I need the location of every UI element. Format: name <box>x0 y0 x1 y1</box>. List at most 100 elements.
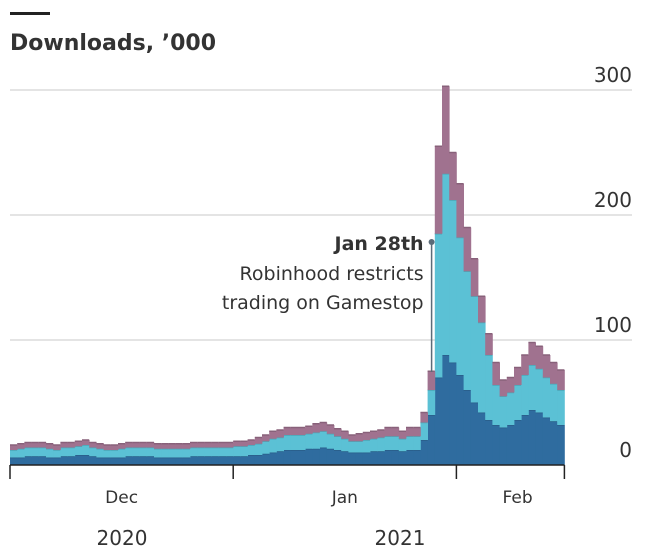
area-segment <box>67 447 76 457</box>
x-tick-label: Jan <box>331 488 358 508</box>
area-segment <box>269 438 277 453</box>
annotation-title: Jan 28th <box>333 233 424 255</box>
area-segment <box>413 450 421 465</box>
area-segment <box>514 367 522 385</box>
chart-title: Downloads, ’000 <box>10 31 216 56</box>
area-segment <box>38 442 47 448</box>
area-segment <box>449 152 457 200</box>
area-segment <box>53 445 61 450</box>
area-segment <box>326 448 335 465</box>
title-rule <box>10 12 50 15</box>
area-segment <box>528 342 536 365</box>
area-segment <box>528 365 536 410</box>
area-segment <box>46 443 54 449</box>
area-segment <box>492 385 500 425</box>
area-segment <box>182 448 191 458</box>
area-segment <box>557 390 565 425</box>
area-segment <box>334 428 342 437</box>
area-segment <box>31 456 40 465</box>
area-segment <box>427 415 436 465</box>
area-segment <box>31 447 40 457</box>
area-segment <box>305 433 313 449</box>
area-segment <box>103 450 112 458</box>
area-segment <box>82 440 90 445</box>
area-segment <box>456 183 464 238</box>
area-segment <box>154 443 162 449</box>
year-label: 2021 <box>375 526 426 550</box>
area-segment <box>226 456 234 465</box>
area-segment <box>557 425 565 465</box>
area-segment <box>24 442 32 448</box>
area-segment <box>370 431 378 439</box>
area-segment <box>514 420 522 465</box>
area-segment <box>146 447 155 457</box>
area-segment <box>334 450 342 465</box>
area-segment <box>485 333 493 355</box>
area-segment <box>168 443 176 449</box>
area-segment <box>355 433 364 442</box>
area-segment <box>254 443 263 455</box>
area-segment <box>154 448 162 458</box>
area-segment <box>420 440 428 465</box>
area-segment <box>413 436 421 450</box>
area-segment <box>290 450 299 465</box>
x-tick-label: Feb <box>503 488 533 508</box>
area-segment <box>283 427 292 435</box>
area-segment <box>204 442 212 448</box>
area-segment <box>334 436 342 450</box>
area-segment <box>442 86 450 174</box>
area-segment <box>521 375 529 415</box>
area-segment <box>24 456 32 465</box>
area-segment <box>442 355 450 465</box>
area-segment <box>82 445 90 455</box>
area-segment <box>499 427 508 465</box>
area-segment <box>125 442 133 448</box>
y-tick-label: 200 <box>594 188 632 212</box>
area-segment <box>204 456 212 465</box>
area-segment <box>499 396 508 428</box>
area-segment <box>470 258 479 297</box>
area-segment <box>175 443 184 449</box>
area-segment <box>550 383 558 422</box>
area-segment <box>233 441 241 447</box>
area-segment <box>377 451 385 465</box>
area-segment <box>478 296 486 323</box>
area-segment <box>470 296 479 403</box>
area-segment <box>341 431 349 439</box>
area-segment <box>319 422 328 432</box>
area-segment <box>470 402 479 465</box>
area-segment <box>139 442 148 448</box>
area-segment <box>492 362 500 385</box>
area-segment <box>211 442 220 448</box>
area-segment <box>305 426 313 434</box>
area-segment <box>355 452 364 465</box>
area-segment <box>197 456 205 465</box>
area-segment <box>391 436 400 450</box>
area-segment <box>434 146 443 234</box>
area-segment <box>197 447 205 457</box>
area-segment <box>67 456 76 465</box>
area-segment <box>17 443 25 449</box>
area-segment <box>341 438 349 452</box>
area-segment <box>312 432 320 449</box>
area-segment <box>46 448 54 458</box>
y-tick-label: 100 <box>594 313 632 337</box>
area-segment <box>67 442 76 448</box>
area-segment <box>348 452 356 465</box>
annotation-text: trading on Gamestop <box>222 292 424 314</box>
area-segment <box>370 451 378 465</box>
area-segment <box>377 437 385 452</box>
area-segment <box>254 455 263 465</box>
area-segment <box>312 423 320 433</box>
area-segment <box>521 415 529 465</box>
annotation-text: Robinhood restricts <box>240 263 424 285</box>
area-segment <box>298 435 306 450</box>
area-segment <box>125 456 133 465</box>
area-segment <box>110 450 119 458</box>
area-segment <box>118 457 126 465</box>
area-segment <box>456 375 464 465</box>
area-segment <box>17 448 25 458</box>
area-segment <box>362 440 371 453</box>
area-segment <box>110 445 119 450</box>
area-segment <box>168 448 176 458</box>
